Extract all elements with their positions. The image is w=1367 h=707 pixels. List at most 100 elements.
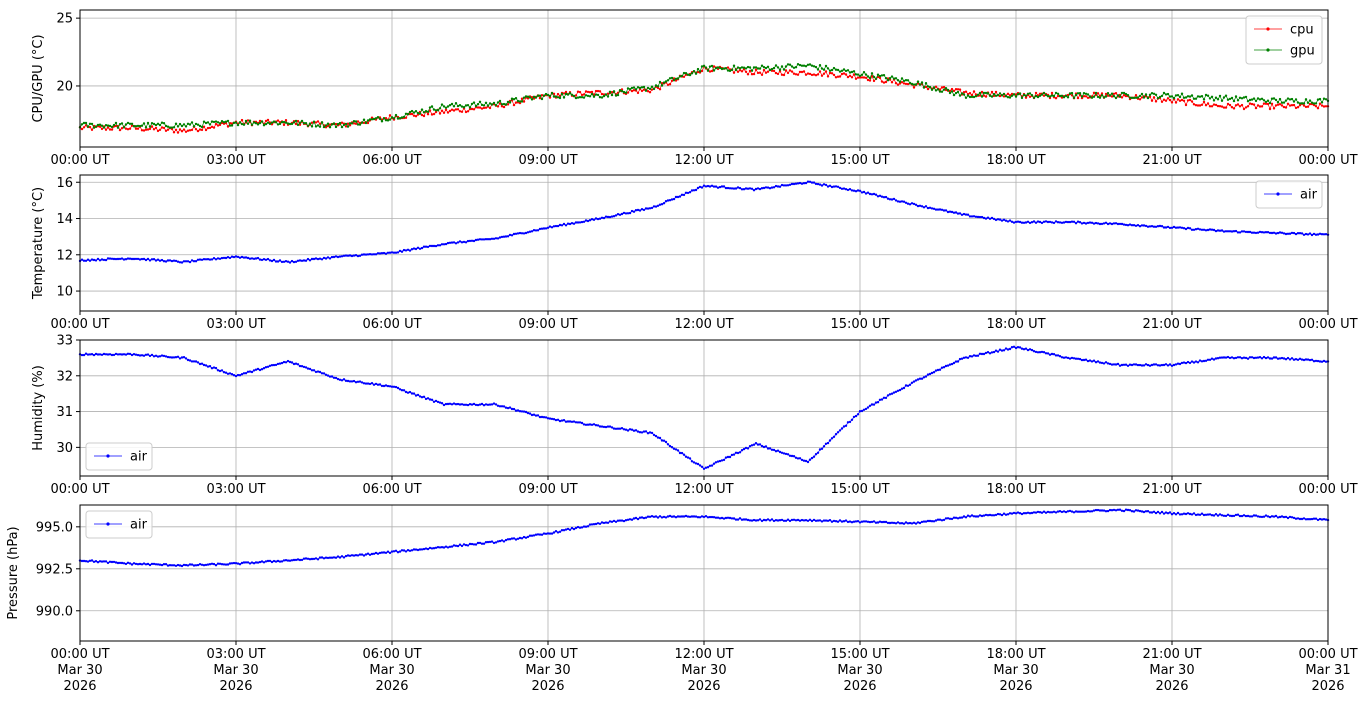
- data-point: [1016, 346, 1020, 349]
- data-point: [1228, 356, 1232, 360]
- data-point: [464, 403, 468, 406]
- data-point: [1264, 102, 1268, 106]
- data-point: [226, 119, 230, 123]
- data-point: [784, 452, 788, 456]
- data-point: [818, 448, 822, 451]
- data-point: [446, 105, 450, 108]
- data-point: [702, 467, 706, 470]
- data-point: [174, 259, 178, 263]
- data-point: [500, 103, 504, 106]
- data-point: [1270, 357, 1274, 360]
- data-point: [1278, 357, 1282, 360]
- x-tick-label: 00:00 UT: [50, 153, 109, 168]
- data-point: [556, 418, 560, 421]
- data-point: [726, 516, 730, 519]
- y-tick-label: 14: [56, 212, 73, 227]
- data-point: [474, 543, 478, 546]
- data-point: [144, 126, 148, 129]
- data-point: [230, 124, 234, 127]
- data-point: [522, 100, 526, 103]
- data-point: [1196, 104, 1200, 107]
- data-point: [268, 559, 272, 563]
- data-point: [1044, 93, 1048, 97]
- data-point: [378, 551, 382, 555]
- data-point: [1068, 92, 1072, 95]
- data-point: [1010, 94, 1014, 98]
- data-point: [1020, 347, 1024, 350]
- data-point: [772, 66, 776, 70]
- data-point: [1204, 513, 1208, 516]
- data-point: [992, 514, 996, 517]
- legend-swatch-marker: [1266, 27, 1270, 31]
- data-point: [904, 384, 908, 387]
- data-point: [264, 119, 268, 123]
- data-point: [490, 237, 494, 240]
- data-point: [652, 87, 656, 91]
- data-point: [1040, 93, 1044, 96]
- data-point: [416, 111, 420, 115]
- data-point: [570, 526, 574, 530]
- data-point: [582, 220, 586, 223]
- data-point: [308, 259, 312, 262]
- data-point: [296, 123, 300, 127]
- data-point: [1148, 364, 1152, 367]
- data-point: [1272, 97, 1276, 100]
- data-point: [474, 238, 478, 242]
- data-point: [668, 514, 672, 518]
- data-point: [246, 561, 250, 564]
- x-tick-label: Mar 30: [525, 663, 570, 678]
- data-point: [1176, 226, 1180, 229]
- data-point: [716, 186, 720, 189]
- data-point: [166, 125, 170, 128]
- data-point: [1036, 94, 1040, 97]
- data-point: [738, 186, 742, 190]
- data-point: [1090, 360, 1094, 363]
- data-point: [458, 104, 462, 107]
- data-point: [276, 123, 280, 126]
- data-point: [622, 90, 626, 94]
- data-point: [582, 93, 586, 96]
- data-point: [632, 429, 636, 432]
- data-point: [736, 186, 740, 189]
- data-point: [1110, 95, 1114, 98]
- data-point: [1078, 92, 1082, 95]
- data-point: [1226, 230, 1230, 233]
- data-point: [814, 182, 818, 186]
- data-point: [624, 91, 628, 95]
- data-point: [1172, 512, 1176, 515]
- data-point: [714, 185, 718, 188]
- data-point: [104, 128, 108, 131]
- data-point: [1046, 220, 1050, 224]
- data-point: [334, 125, 338, 129]
- data-point: [446, 402, 450, 406]
- data-point: [190, 259, 194, 262]
- data-point: [524, 231, 528, 235]
- data-point: [812, 455, 816, 458]
- x-tick-label: 06:00 UT: [362, 482, 421, 497]
- data-point: [1100, 222, 1104, 226]
- data-point: [270, 560, 274, 564]
- data-point: [152, 128, 156, 131]
- data-point: [1322, 359, 1326, 363]
- x-tick-label: 00:00 UT: [1298, 482, 1357, 497]
- data-point: [1258, 515, 1262, 518]
- data-point: [1214, 103, 1218, 107]
- data-point: [1168, 95, 1172, 98]
- data-point: [454, 102, 458, 105]
- data-point: [204, 563, 208, 567]
- data-point: [308, 122, 312, 125]
- data-point: [196, 123, 200, 126]
- x-tick-label: 15:00 UT: [830, 317, 889, 332]
- data-point: [1124, 94, 1128, 98]
- data-point: [506, 100, 510, 104]
- data-point: [234, 255, 238, 258]
- data-point: [390, 550, 394, 553]
- data-point: [1286, 97, 1290, 100]
- data-point: [690, 72, 694, 75]
- data-point: [232, 255, 236, 259]
- data-point: [996, 350, 1000, 353]
- data-point: [264, 258, 268, 261]
- data-point: [1234, 356, 1238, 360]
- data-point: [170, 564, 174, 567]
